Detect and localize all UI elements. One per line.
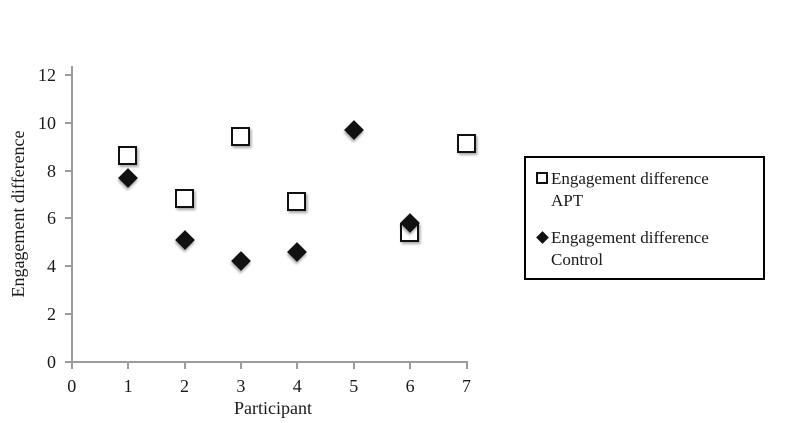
control-point <box>174 229 195 250</box>
y-tick <box>65 217 72 220</box>
legend-entry-control: Engagement difference Control <box>535 227 757 271</box>
apt-point <box>174 189 194 209</box>
y-tick-label: 8 <box>47 160 56 181</box>
y-tick <box>65 360 72 363</box>
legend-box: Engagement difference APT Engagement dif… <box>524 156 765 280</box>
legend-label-control: Engagement difference Control <box>551 227 709 271</box>
x-tick <box>352 362 355 369</box>
x-tick <box>183 362 186 369</box>
apt-point <box>287 191 307 211</box>
filled-diamond-icon <box>535 230 549 244</box>
x-tick-label: 0 <box>67 376 77 396</box>
x-tick-label: 7 <box>462 376 471 396</box>
y-tick-label: 2 <box>47 303 56 324</box>
apt-point <box>230 127 250 147</box>
x-tick <box>70 362 73 369</box>
control-point <box>343 119 364 140</box>
y-tick-label: 4 <box>47 256 56 277</box>
legend-label-apt-line2: APT <box>551 191 584 210</box>
x-tick <box>465 362 468 369</box>
x-axis-title: Participant <box>234 398 312 418</box>
y-axis-line <box>71 66 73 363</box>
legend-label-control-line2: Control <box>551 250 603 269</box>
y-tick-label: 12 <box>38 64 56 85</box>
control-point <box>287 241 308 262</box>
open-square-icon <box>535 171 549 185</box>
apt-point <box>118 146 138 166</box>
y-tick <box>65 121 72 124</box>
y-tick-label: 10 <box>38 112 56 133</box>
x-tick-label: 3 <box>236 376 246 396</box>
x-tick-label: 6 <box>405 376 415 396</box>
legend-entry-apt: Engagement difference APT <box>535 168 757 212</box>
y-tick-label: 6 <box>47 208 56 229</box>
y-tick <box>65 312 72 315</box>
x-tick-label: 4 <box>292 376 302 396</box>
x-tick-label: 2 <box>180 376 189 396</box>
x-axis-line <box>71 361 468 363</box>
x-tick-label: 1 <box>123 376 133 396</box>
apt-point <box>456 134 476 154</box>
legend-label-apt: Engagement difference APT <box>551 168 709 212</box>
x-tick <box>127 362 130 369</box>
x-tick <box>239 362 242 369</box>
y-tick <box>65 265 72 268</box>
y-tick-label: 0 <box>47 351 56 372</box>
x-tick <box>296 362 299 369</box>
y-tick <box>65 73 72 76</box>
x-tick <box>409 362 412 369</box>
legend-label-apt-line1: Engagement difference <box>551 169 709 188</box>
control-point <box>118 167 138 188</box>
control-point <box>230 251 251 272</box>
legend-label-control-line1: Engagement difference <box>551 228 709 247</box>
x-tick-label: 5 <box>349 376 359 396</box>
y-tick <box>65 169 72 172</box>
